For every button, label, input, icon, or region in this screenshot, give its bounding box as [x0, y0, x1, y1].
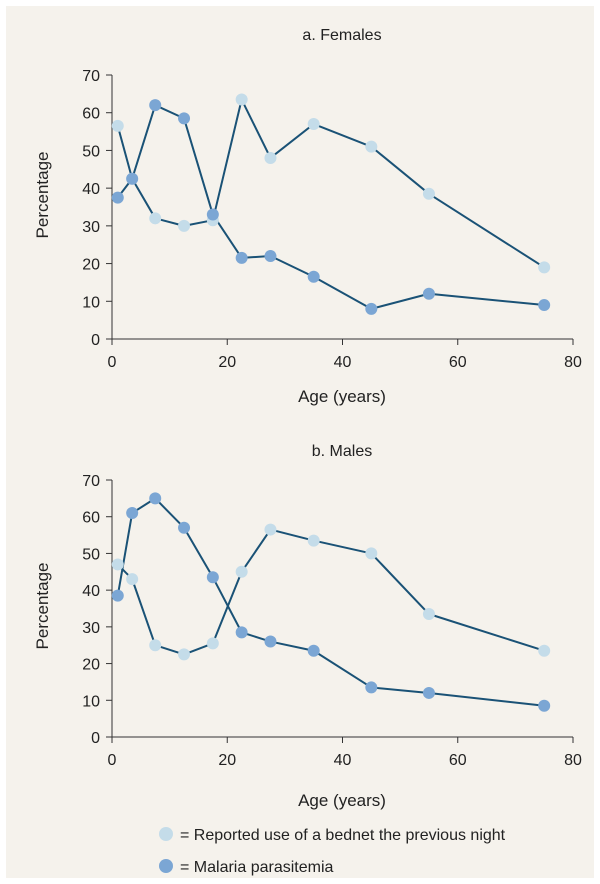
chart-b-ytick-label: 70 — [82, 473, 100, 490]
legend-bednet-marker — [159, 827, 173, 841]
chart-b-ytick-label: 20 — [82, 657, 100, 674]
chart-b-bednet-point — [111, 558, 124, 571]
chart-a-xtick-label: 80 — [564, 354, 582, 371]
chart-a-xtick-label: 60 — [449, 354, 467, 371]
chart-a-malaria-point — [264, 250, 277, 263]
chart-a-ytick-label: 0 — [91, 332, 100, 349]
chart-b-bednet-point — [206, 637, 219, 650]
chart-a-ytick-label: 50 — [82, 143, 100, 160]
chart-b-ytick-label: 60 — [82, 510, 100, 527]
chart-b-ytick-label: 30 — [82, 620, 100, 637]
chart-a-malaria-point — [178, 112, 191, 125]
chart-a-bednet-point — [111, 119, 124, 132]
chart-b-malaria-point — [235, 626, 248, 639]
chart-b-xtick-label: 0 — [108, 752, 117, 769]
chart-b-bednet-point — [307, 534, 320, 547]
chart-b-malaria-point — [206, 571, 219, 584]
chart-a-bednet-point — [235, 93, 248, 106]
chart-b-bednet-point — [149, 639, 162, 652]
chart-b-malaria-point — [264, 635, 277, 648]
chart-a-malaria-line — [116, 104, 545, 310]
chart-b-ytick-label: 40 — [82, 583, 100, 600]
chart-b-bednet-point — [422, 608, 435, 621]
chart-b-ylabel: Percentage — [33, 563, 52, 650]
chart-a-bednet-point — [149, 212, 162, 225]
chart-a-xtick-label: 20 — [218, 354, 236, 371]
chart-b-xlabel: Age (years) — [298, 791, 386, 810]
chart-a-bednet-line — [116, 98, 545, 269]
chart-a-ytick-label: 10 — [82, 294, 100, 311]
chart-a-malaria-point — [365, 302, 378, 315]
chart-b-malaria-point — [307, 644, 320, 657]
chart-b-ytick-label: 10 — [82, 693, 100, 710]
chart-a-bednet-point — [307, 118, 320, 131]
chart-a-xtick-label: 40 — [334, 354, 352, 371]
chart-b-bednet-point — [264, 523, 277, 536]
chart-a-bednet-point — [264, 151, 277, 164]
chart-b-malaria-point — [126, 507, 139, 520]
chart-a-ytick-label: 20 — [82, 257, 100, 274]
chart-a-bednet-point — [538, 261, 551, 274]
chart-b-xtick-label: 60 — [449, 752, 467, 769]
chart-panel — [6, 6, 594, 878]
chart-a-malaria-point — [149, 99, 162, 112]
legend-malaria-marker — [159, 859, 173, 873]
chart-a-title: a. Females — [302, 27, 381, 44]
chart-a-ylabel: Percentage — [33, 152, 52, 239]
chart-a-bednet-point — [422, 187, 435, 200]
chart-b-bednet-point — [178, 648, 191, 661]
chart-a-malaria-point — [206, 208, 219, 221]
chart-a-malaria-point — [422, 287, 435, 300]
chart-b-bednet-point — [235, 565, 248, 578]
chart-b-malaria-point — [111, 589, 124, 602]
chart-b-malaria-point — [538, 699, 551, 712]
chart-b-ytick-label: 0 — [91, 730, 100, 747]
chart-b-malaria-point — [178, 521, 191, 534]
chart-b-bednet-line — [117, 528, 545, 656]
chart-b-malaria-point — [149, 492, 162, 505]
chart-a-xtick-label: 0 — [108, 354, 117, 371]
chart-b-title: b. Males — [312, 443, 372, 460]
chart-a-malaria-point — [235, 251, 248, 264]
legend-malaria-label: = Malaria parasitemia — [180, 859, 334, 876]
chart-a-xlabel: Age (years) — [298, 387, 386, 406]
chart-a-ytick-label: 70 — [82, 68, 100, 85]
chart-b-malaria-point — [422, 686, 435, 699]
chart-a-bednet-point — [365, 140, 378, 153]
chart-b-xtick-label: 40 — [334, 752, 352, 769]
chart-a-malaria-point — [538, 299, 551, 312]
chart-a-ytick-label: 30 — [82, 219, 100, 236]
chart-a-malaria-point — [126, 172, 139, 185]
chart-b-bednet-point — [538, 644, 551, 657]
chart-b-ytick-label: 50 — [82, 546, 100, 563]
chart-b-bednet-point — [365, 547, 378, 560]
chart-a-ytick-label: 60 — [82, 106, 100, 123]
chart-a-ytick-label: 40 — [82, 181, 100, 198]
chart-a-malaria-point — [111, 191, 124, 204]
chart-b-malaria-point — [365, 681, 378, 694]
chart-b-bednet-point — [126, 573, 139, 586]
legend-bednet-label: = Reported use of a bednet the previous … — [180, 827, 506, 844]
chart-b-xtick-label: 20 — [218, 752, 236, 769]
chart-a-bednet-point — [178, 219, 191, 232]
chart-a-malaria-point — [307, 270, 320, 283]
chart-b-xtick-label: 80 — [564, 752, 582, 769]
